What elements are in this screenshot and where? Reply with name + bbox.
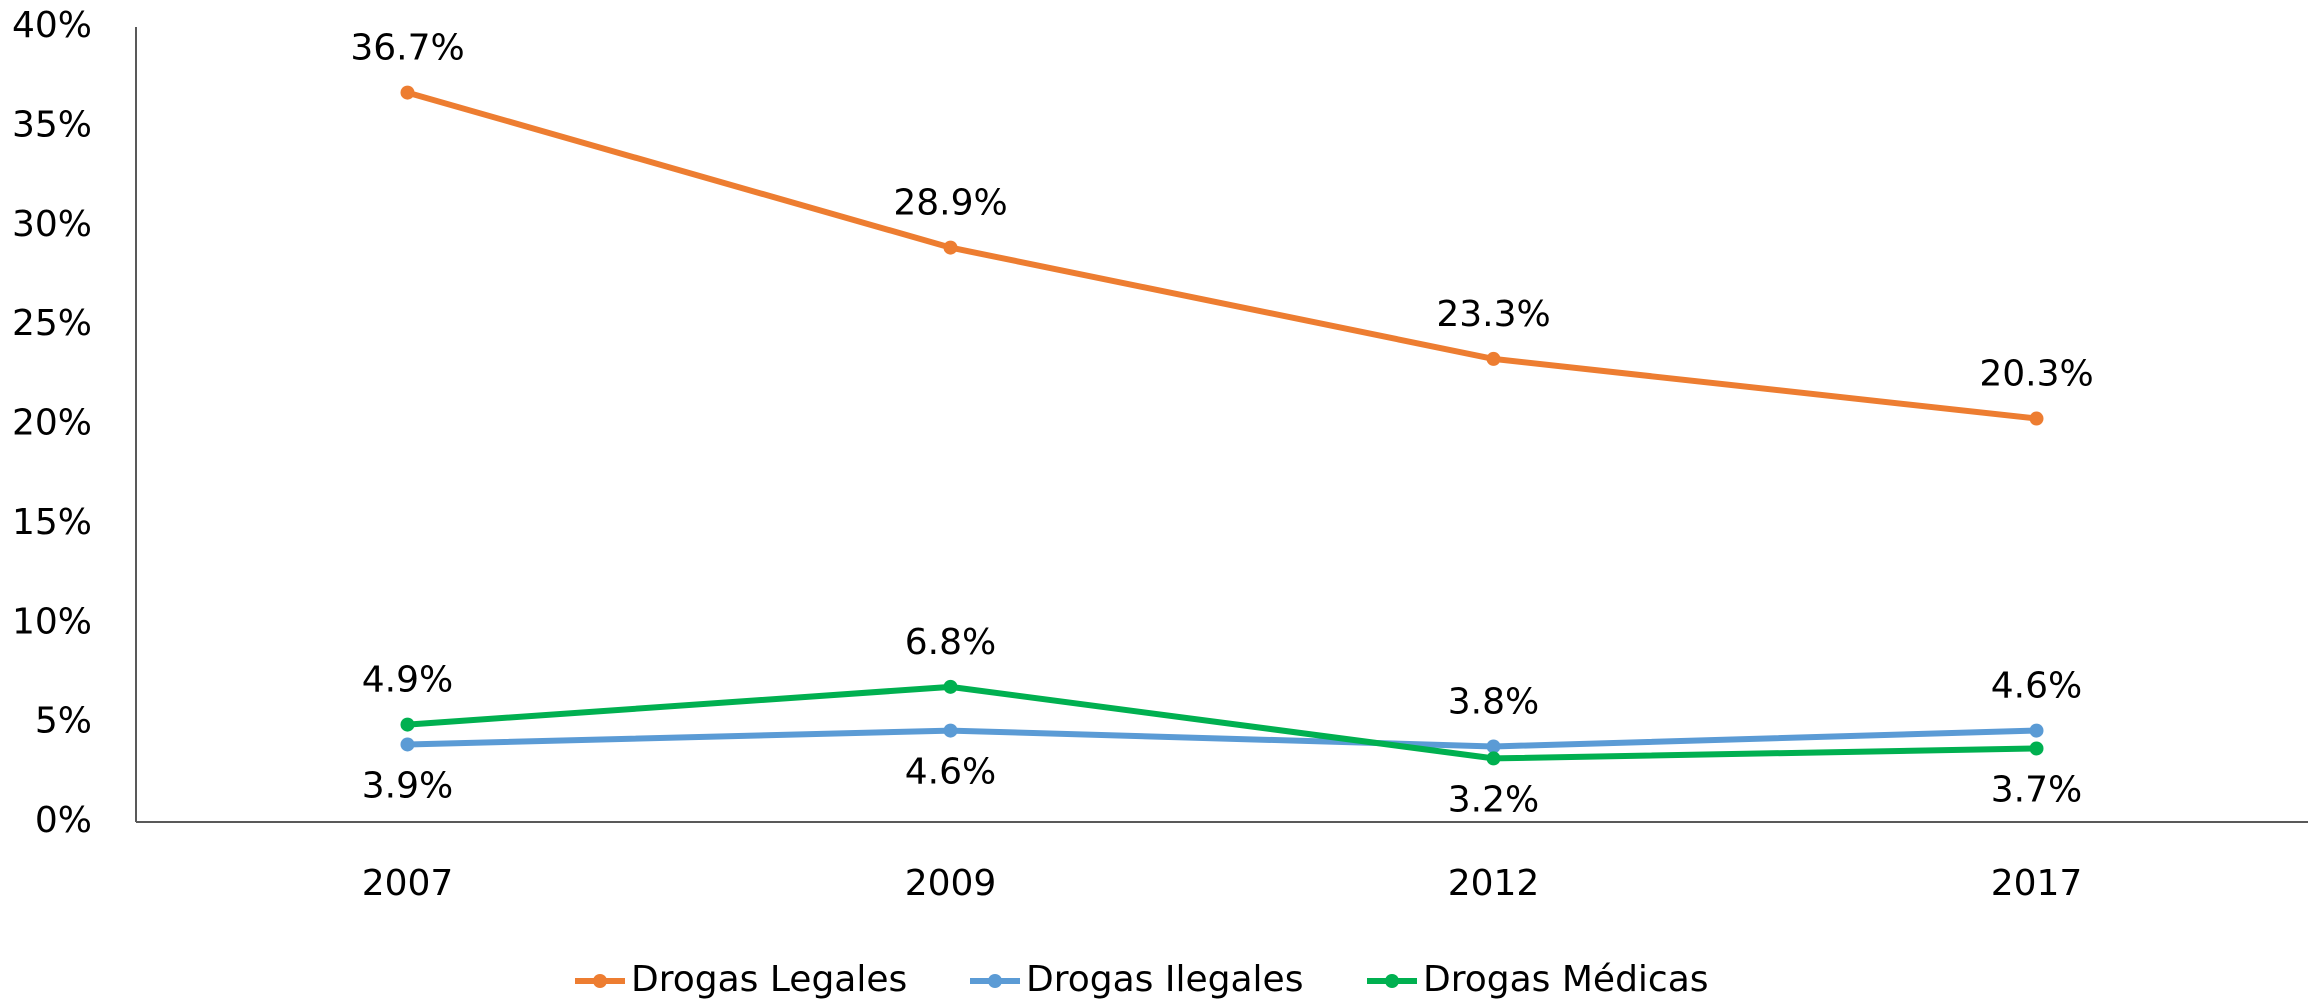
x-tick-label: 2012 (1448, 863, 1540, 904)
legend-marker (988, 974, 1002, 988)
marker (2029, 741, 2044, 756)
data-label: 3.9% (362, 765, 453, 806)
series-line (406, 89, 2037, 422)
marker (400, 737, 415, 752)
marker (400, 85, 415, 100)
y-tick-label: 35% (12, 104, 92, 145)
legend-marker (593, 974, 607, 988)
data-label: 4.9% (362, 660, 453, 701)
x-tick-label: 2017 (1991, 863, 2083, 904)
data-label: 28.9% (893, 183, 1007, 224)
y-tick-label: 10% (12, 601, 92, 642)
data-label: 23.3% (1436, 294, 1550, 335)
data-label: 3.8% (1448, 681, 1539, 722)
marker (400, 717, 415, 732)
x-tick-label: 2007 (362, 863, 454, 904)
marker (1486, 351, 1501, 366)
legend-label: Drogas Legales (631, 959, 907, 1000)
marker (1486, 739, 1501, 754)
y-tick-label: 30% (12, 204, 92, 245)
y-tick-label: 40% (12, 5, 92, 46)
marker (1486, 751, 1501, 766)
marker (2029, 411, 2044, 426)
data-label: 36.7% (350, 28, 464, 69)
legend-label: Drogas Médicas (1423, 959, 1709, 1000)
marker (943, 723, 958, 738)
legend-marker (1385, 974, 1399, 988)
y-tick-label: 25% (12, 303, 92, 344)
data-label: 4.6% (905, 752, 996, 793)
y-tick-label: 0% (35, 800, 92, 841)
marker (2029, 723, 2044, 738)
data-label: 3.7% (1991, 769, 2082, 810)
y-tick-label: 5% (35, 701, 92, 742)
y-tick-label: 15% (12, 502, 92, 543)
y-tick-label: 20% (12, 403, 92, 444)
x-tick-label: 2009 (905, 863, 997, 904)
series-line (407, 683, 2037, 762)
series-line (407, 727, 2037, 750)
marker (943, 679, 958, 694)
data-label: 3.2% (1448, 779, 1539, 820)
data-label: 6.8% (905, 622, 996, 663)
data-label: 4.6% (1991, 666, 2082, 707)
marker (943, 240, 958, 255)
data-label: 20.3% (1979, 354, 2093, 395)
legend-label: Drogas Ilegales (1026, 959, 1303, 1000)
